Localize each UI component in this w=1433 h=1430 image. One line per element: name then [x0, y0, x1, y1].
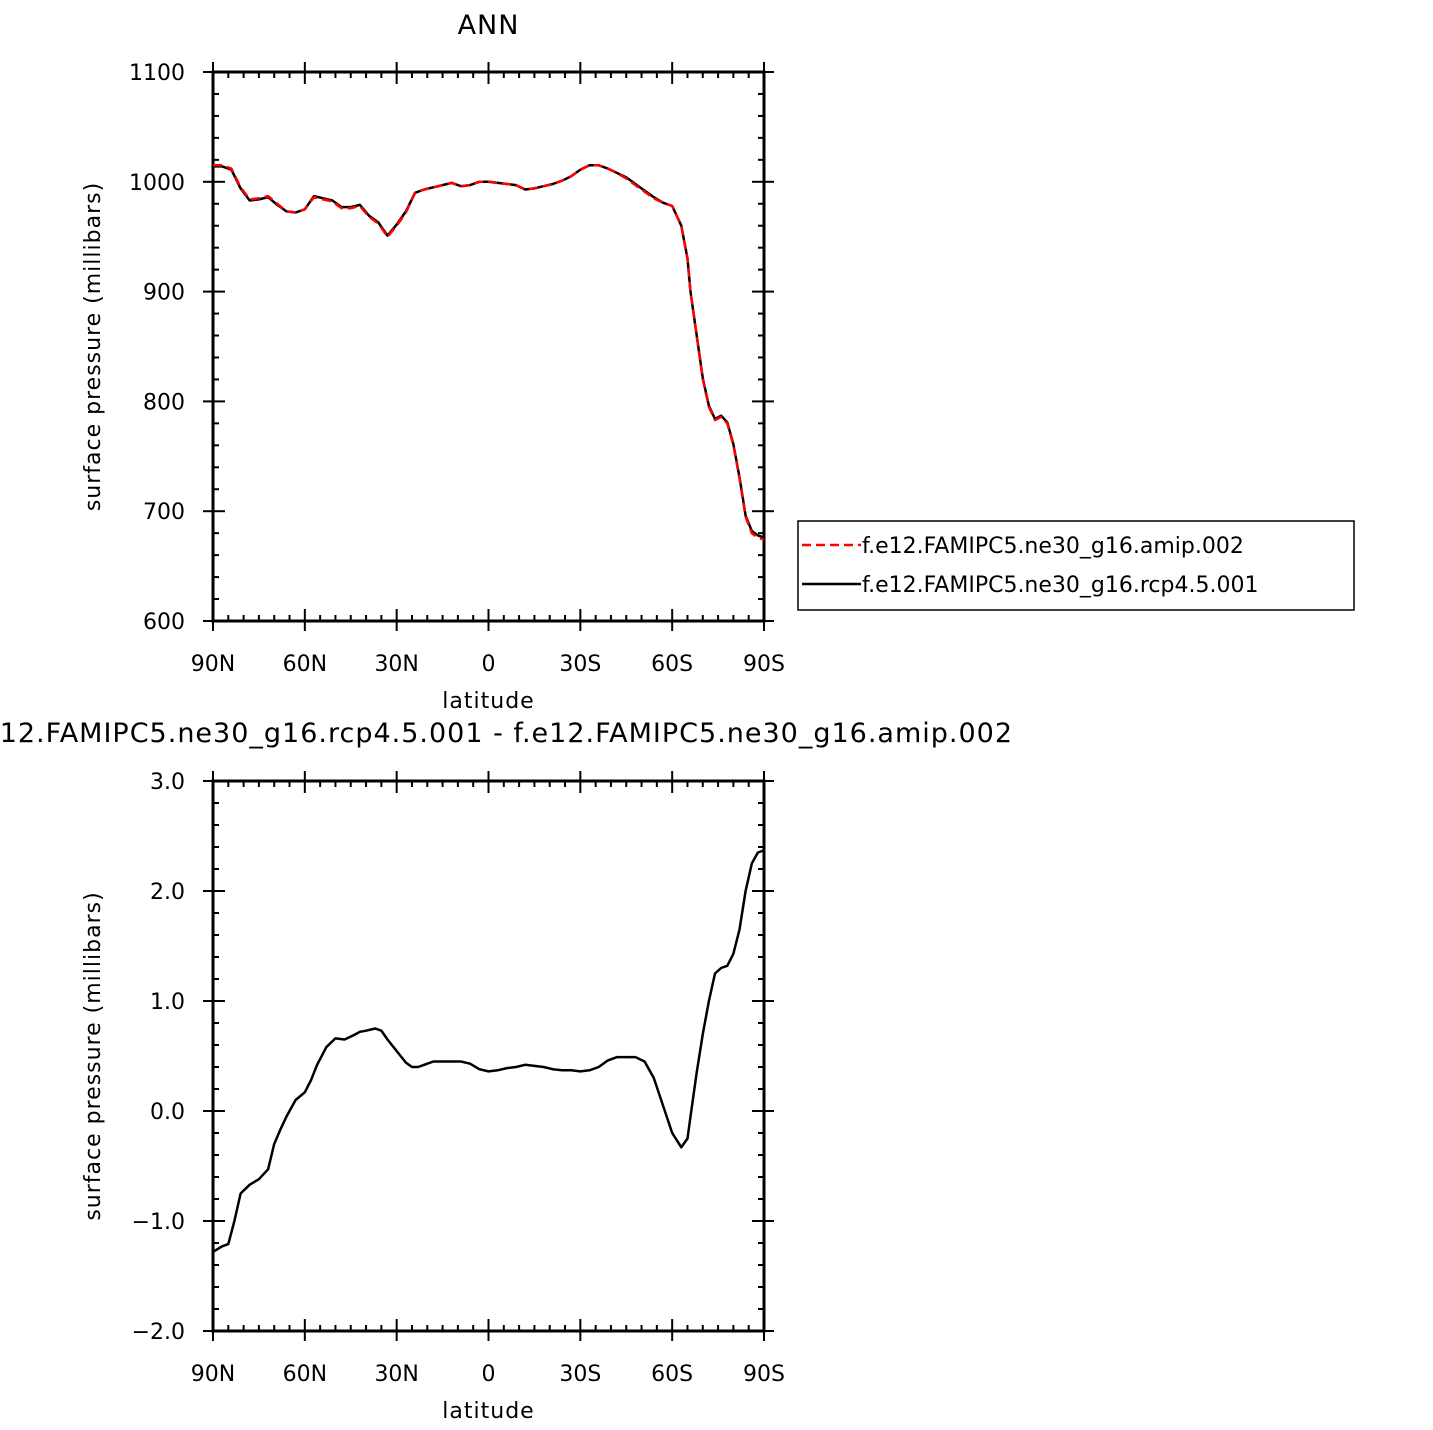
x-tick-label: 0	[482, 652, 496, 677]
x-tick-label: 30N	[374, 652, 418, 677]
x-axis-label: latitude	[442, 689, 534, 714]
series-line-rcp	[212, 849, 765, 1253]
x-tick-label: 60N	[283, 652, 327, 677]
legend-label: f.e12.FAMIPC5.ne30_g16.amip.002	[862, 534, 1244, 559]
y-tick-label: 900	[143, 281, 185, 306]
x-tick-label: 90S	[743, 1362, 785, 1387]
y-tick-label: 2.0	[150, 880, 185, 905]
x-tick-label: 30S	[559, 652, 601, 677]
x-tick-label: 90N	[191, 1362, 235, 1387]
x-axis-label: latitude	[442, 1399, 534, 1424]
x-tick-label: 60S	[651, 1362, 693, 1387]
y-tick-label: −2.0	[132, 1320, 185, 1345]
y-tick-label: 800	[143, 390, 185, 415]
y-tick-label: −1.0	[132, 1210, 185, 1235]
y-tick-label: 1000	[129, 171, 185, 196]
x-tick-label: 90N	[191, 652, 235, 677]
y-tick-label: 700	[143, 500, 185, 525]
y-axis-label: surface pressure (millibars)	[81, 891, 106, 1220]
bottom-panel-difference: f.e12.FAMIPC5.ne30_g16.rcp4.5.001 - f.e1…	[0, 718, 1013, 1424]
x-tick-label: 0	[482, 1362, 496, 1387]
y-tick-label: 600	[143, 610, 185, 635]
top-panel-ann: ANN 90N 60N 30N 0 30S 60S 90S 600 700 800 900 1000 11…	[81, 10, 1355, 714]
series-line-amip	[213, 164, 765, 541]
y-tick-label: 1100	[129, 61, 185, 86]
x-tick-label: 30N	[374, 1362, 418, 1387]
x-tick-label: 60S	[651, 652, 693, 677]
chart-title: f.e12.FAMIPC5.ne30_g16.rcp4.5.001 - f.e1…	[0, 718, 1013, 749]
x-tick-label: 60N	[283, 1362, 327, 1387]
x-tick-label: 90S	[743, 652, 785, 677]
y-tick-label: 0.0	[150, 1100, 185, 1125]
plot-frame	[211, 779, 766, 1333]
legend-box	[797, 520, 1355, 611]
legend: f.e12.FAMIPC5.ne30_g16.amip.002 f.e12.FAM…	[797, 520, 1355, 611]
chart-title: ANN	[458, 10, 520, 41]
y-tick-label: 1.0	[150, 990, 185, 1015]
series-line-rcp	[213, 164, 765, 539]
x-tick-label: 30S	[559, 1362, 601, 1387]
legend-label: f.e12.FAMIPC5.ne30_g16.rcp4.5.001	[862, 573, 1258, 598]
y-tick-label: 3.0	[150, 770, 185, 795]
y-axis-label: surface pressure (millibars)	[81, 182, 106, 511]
plot-frame	[211, 70, 766, 623]
